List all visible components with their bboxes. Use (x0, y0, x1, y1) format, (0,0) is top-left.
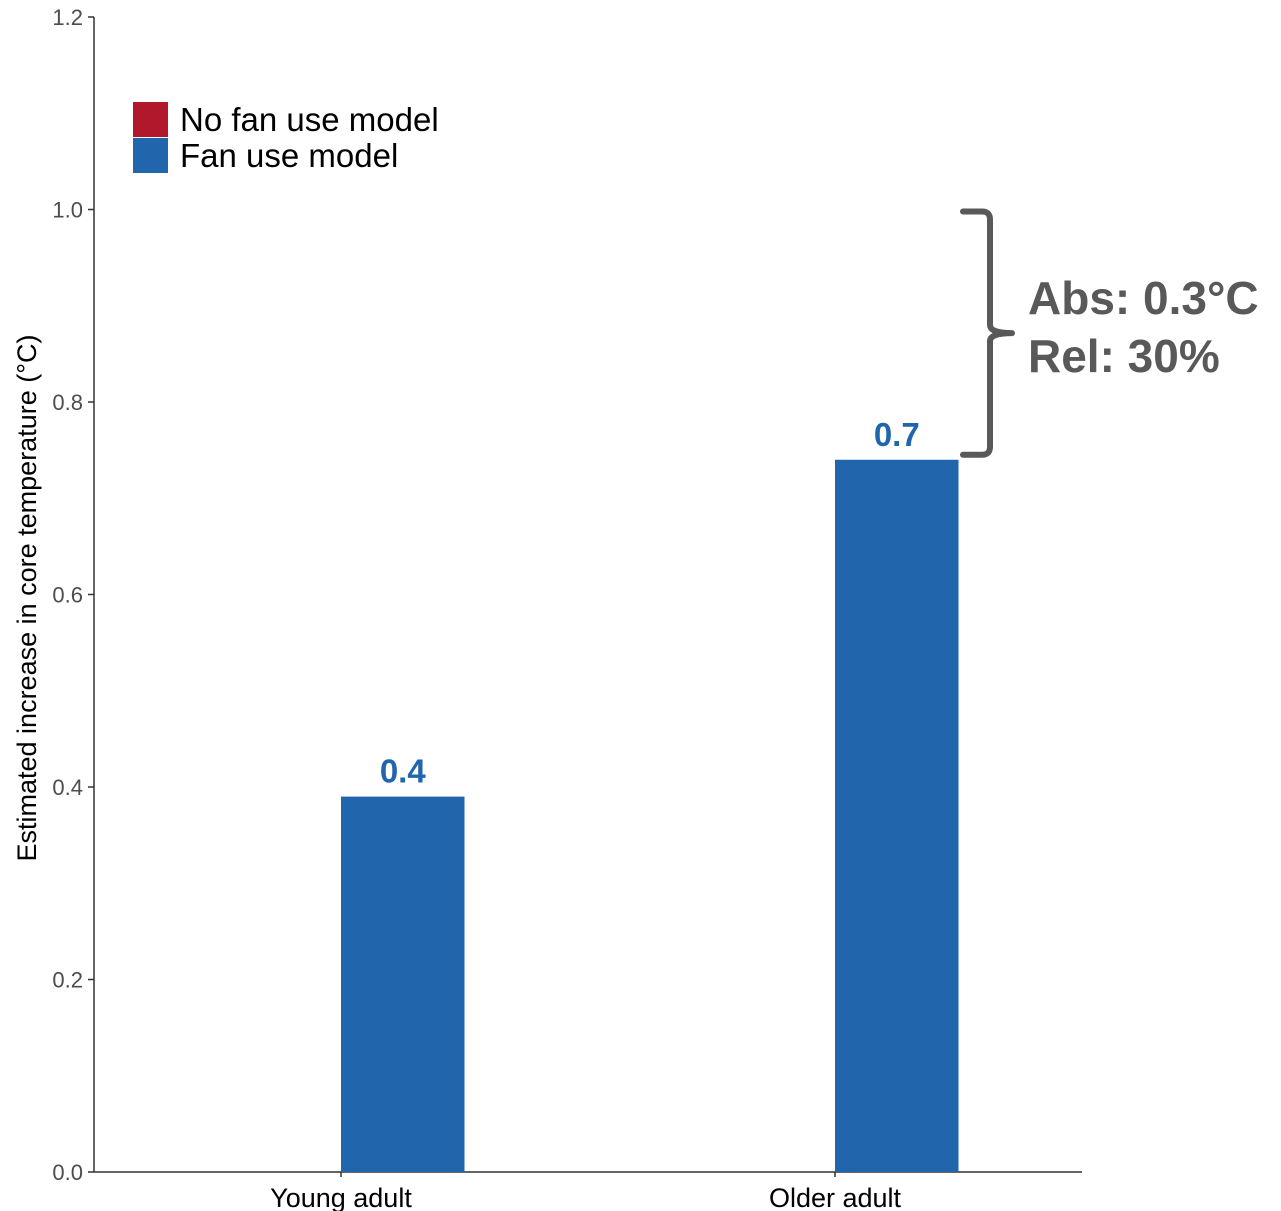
data-labels: 0.4 0.7 (380, 416, 920, 790)
legend-swatch (133, 102, 168, 137)
annotation-text: Abs: 0.3°C (1028, 272, 1259, 324)
bars (341, 459, 959, 1172)
y-tick-label: 0.2 (52, 968, 83, 993)
annotation-text: Rel: 30% (1028, 330, 1220, 382)
y-axis: 0.0 0.2 0.4 0.6 0.8 1.0 1.2 (52, 5, 95, 1185)
annotation: Abs: 0.3°C Rel: 30% (960, 208, 1259, 458)
y-axis-title: Estimated increase in core temperature (… (12, 334, 42, 861)
legend-label: No fan use model (180, 101, 439, 138)
bar-fan-use-model (835, 459, 959, 1172)
legend-swatch (133, 138, 168, 173)
y-tick-label: 0.0 (52, 1160, 83, 1185)
x-axis: Young adult Older adult (94, 1171, 1082, 1211)
y-tick-label: 1.2 (52, 5, 83, 30)
legend-label: Fan use model (180, 137, 398, 174)
brace-bracket (960, 208, 1015, 458)
y-tick-label: 1.0 (52, 198, 83, 223)
y-tick-label: 0.6 (52, 583, 83, 608)
data-label: 0.7 (874, 416, 920, 453)
bar-fan-use-model (341, 796, 465, 1172)
x-tick-label: Young adult (270, 1183, 412, 1211)
data-label: 0.4 (380, 753, 427, 790)
y-tick-label: 0.4 (52, 775, 83, 800)
y-tick-label: 0.8 (52, 390, 83, 415)
x-tick-label: Older adult (769, 1183, 902, 1211)
